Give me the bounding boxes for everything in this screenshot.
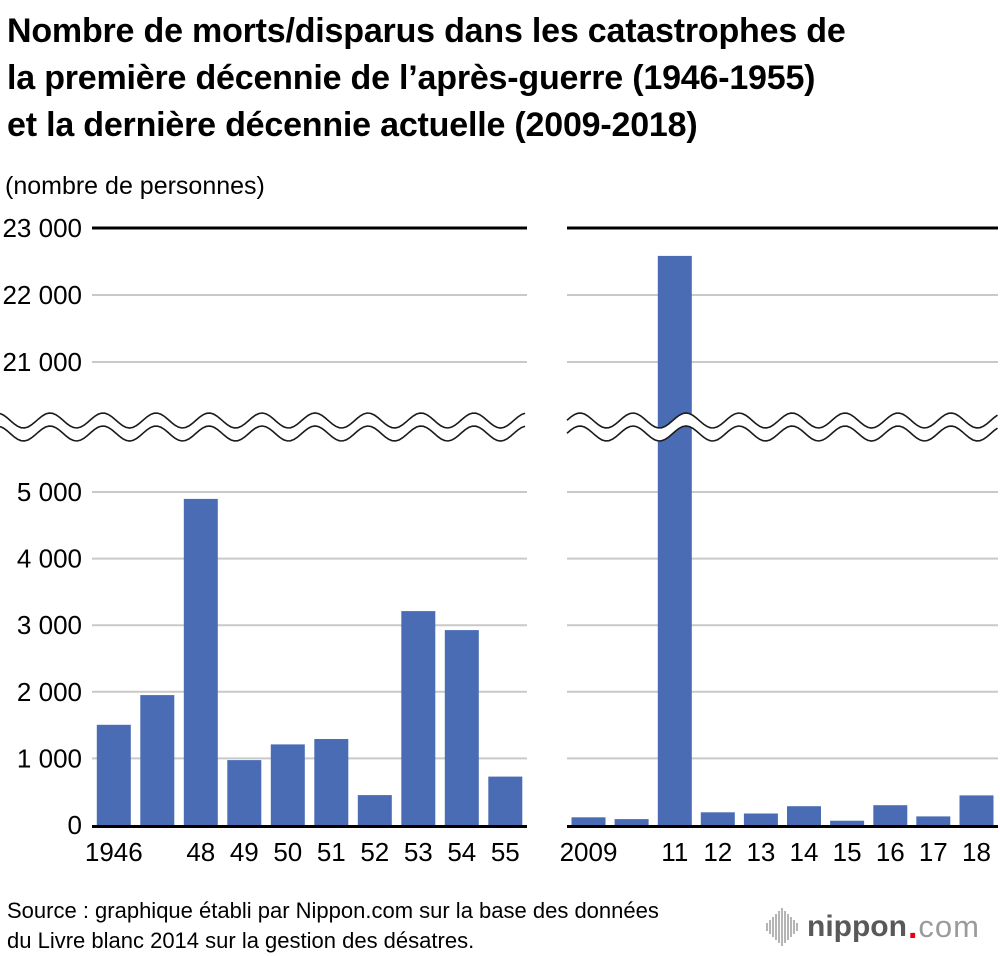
- nippon-logo: nippon . com: [766, 905, 998, 949]
- x-tick-label-2011: 11: [661, 837, 688, 867]
- logo-brand-text: nippon: [807, 910, 907, 943]
- bar-2013: [743, 813, 778, 826]
- bar-2010: [614, 819, 649, 826]
- bar-1950: [270, 744, 305, 826]
- y-tick-label-22000: 22 000: [2, 280, 82, 310]
- y-tick-label-3000: 3 000: [17, 610, 82, 640]
- bar-1953: [401, 611, 436, 826]
- x-tick-label-2014: 14: [790, 837, 819, 867]
- bar-1952: [357, 795, 392, 826]
- logo-dot: .: [907, 907, 918, 946]
- bar-2014: [787, 806, 821, 826]
- axis-break-band: [0, 413, 525, 441]
- bar-1946: [96, 724, 131, 826]
- bar-1951: [314, 739, 349, 826]
- y-tick-label-21000: 21 000: [2, 347, 82, 377]
- x-tick-label-1949: 49: [230, 837, 259, 867]
- chart-title: Nombre de morts/disparus dans les catast…: [7, 8, 995, 149]
- x-tick-label-1951: 51: [317, 837, 346, 867]
- x-tick-label-2013: 13: [746, 837, 775, 867]
- source-note: Source : graphique établi par Nippon.com…: [7, 896, 659, 956]
- x-tick-label-2016: 16: [876, 837, 905, 867]
- bar-2018: [959, 795, 994, 826]
- bar-2017: [916, 816, 951, 826]
- bar-2016: [873, 805, 908, 826]
- axis-break-band: [567, 413, 998, 441]
- chart-title-line-3: et la dernière décennie actuelle (2009-2…: [7, 106, 698, 144]
- axis-break-wave-top: [566, 412, 998, 429]
- bar-1947: [140, 695, 175, 826]
- x-tick-label-1952: 52: [360, 837, 389, 867]
- logo-domain-text: com: [918, 909, 980, 944]
- y-tick-label-5000: 5 000: [17, 477, 82, 507]
- y-tick-label-4000: 4 000: [17, 544, 82, 574]
- x-tick-label-1955: 55: [491, 837, 520, 867]
- chart-title-line-2: la première décennie de l’après-guerre (…: [7, 59, 816, 97]
- x-tick-label-1950: 50: [273, 837, 302, 867]
- x-tick-label-1953: 53: [404, 837, 433, 867]
- x-tick-label-1954: 54: [447, 837, 476, 867]
- bar-2009: [571, 817, 606, 826]
- y-tick-label-23000: 23 000: [2, 213, 82, 243]
- bar-2012: [700, 812, 735, 826]
- y-axis-unit-label: (nombre de personnes): [5, 172, 265, 200]
- audio-bars-icon: [766, 908, 798, 946]
- y-tick-label-2000: 2 000: [17, 677, 82, 707]
- source-note-line-1: Source : graphique établi par Nippon.com…: [7, 898, 659, 923]
- bar-1948: [183, 498, 218, 826]
- bar-2011: [657, 255, 692, 826]
- axis-break-wave-bottom: [0, 425, 526, 442]
- chart-title-line-1: Nombre de morts/disparus dans les catast…: [7, 12, 846, 50]
- x-tick-label-1948: 48: [186, 837, 215, 867]
- y-tick-label-1000: 1 000: [17, 743, 82, 773]
- x-tick-label-2012: 12: [703, 837, 732, 867]
- source-note-line-2: du Livre blanc 2014 sur la gestion des d…: [7, 928, 475, 953]
- y-tick-label-0: 0: [68, 810, 82, 840]
- x-tick-label-2015: 15: [833, 837, 862, 867]
- axis-break-wave-bottom: [566, 425, 998, 442]
- bar-2015: [830, 820, 865, 826]
- bar-1954: [444, 630, 479, 826]
- x-tick-label-2009: 2009: [560, 837, 618, 867]
- x-tick-label-1946: 1946: [85, 837, 143, 867]
- bar-1949: [227, 760, 262, 826]
- axis-break-wave-top: [0, 412, 526, 429]
- x-tick-label-2017: 17: [919, 837, 948, 867]
- bar-1955: [488, 776, 523, 826]
- x-tick-label-2018: 18: [962, 837, 991, 867]
